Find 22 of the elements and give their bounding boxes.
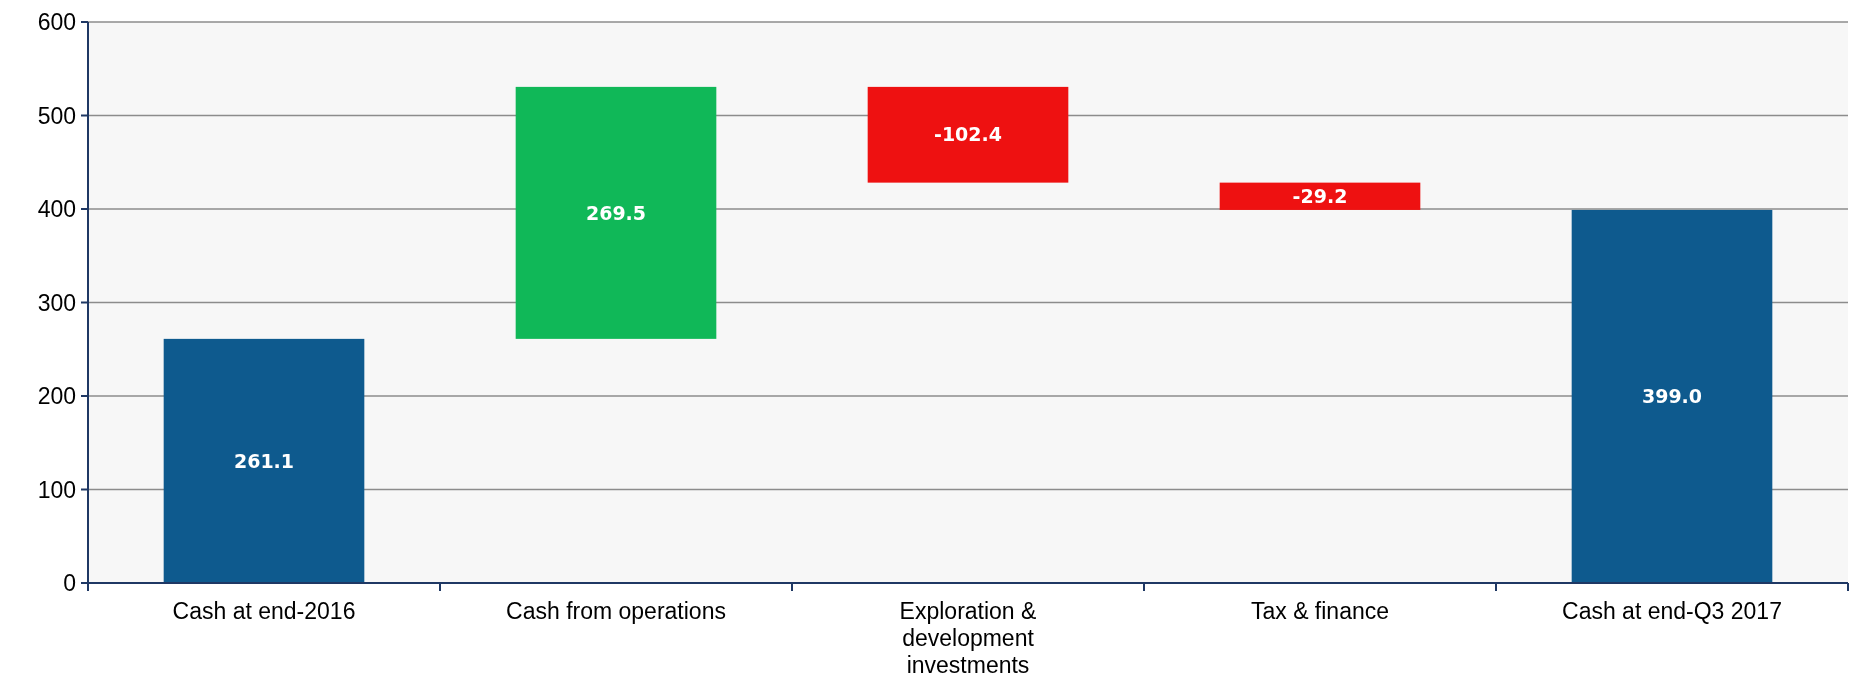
x-tick-label: Cash from operations xyxy=(506,598,726,624)
data-label: 269.5 xyxy=(585,201,647,224)
data-label: 399.0 xyxy=(1641,385,1703,408)
x-tick-label: Tax & finance xyxy=(1250,598,1390,624)
data-label: 261.1 xyxy=(233,449,295,472)
bar xyxy=(1571,209,1773,583)
data-label: -29.2 xyxy=(1292,184,1348,207)
x-tick-label: Cash at end-Q3 2017 xyxy=(1562,598,1782,624)
y-tick-label: 200 xyxy=(37,383,76,410)
y-tick-label: 600 xyxy=(37,9,76,36)
x-tick-label: Exploration & development investments xyxy=(899,598,1037,678)
data-label: -102.4 xyxy=(934,123,1002,146)
x-tick-label: Cash at end-2016 xyxy=(172,598,356,624)
bar xyxy=(163,338,365,583)
y-tick-label: 500 xyxy=(37,102,76,129)
bar xyxy=(515,86,717,339)
y-tick-label: 0 xyxy=(63,570,76,597)
y-tick-label: 100 xyxy=(37,476,76,503)
bar xyxy=(867,86,1069,183)
y-tick-label: 300 xyxy=(37,289,76,316)
y-tick-label: 400 xyxy=(37,196,76,223)
bar xyxy=(1219,182,1421,210)
